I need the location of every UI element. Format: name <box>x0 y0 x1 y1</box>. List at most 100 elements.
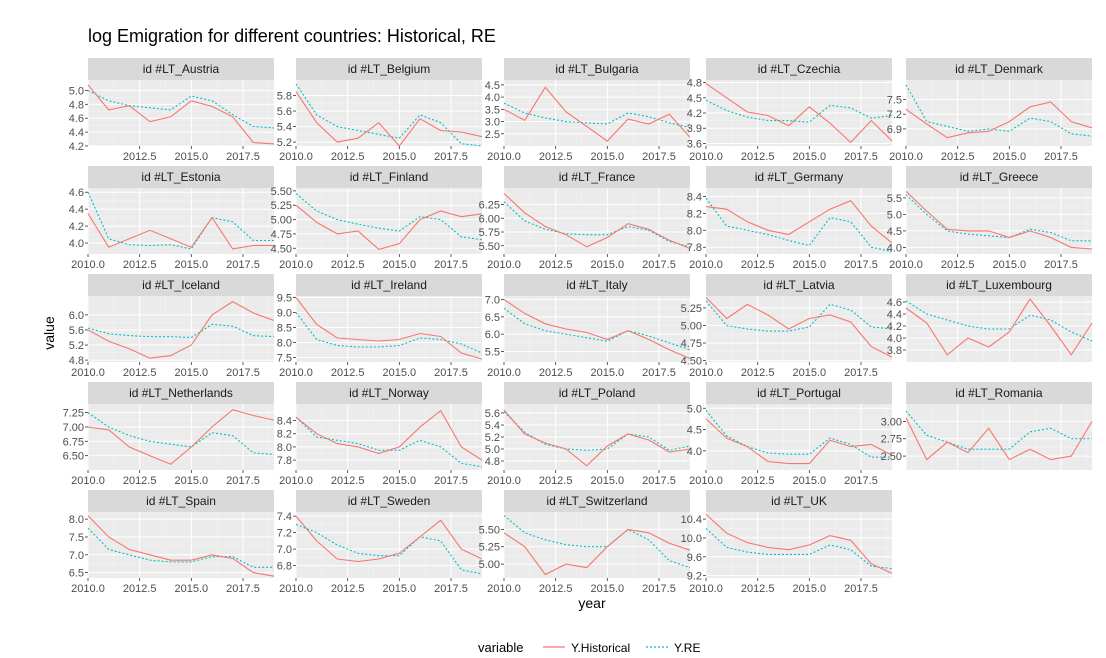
panel-austria: id #LT_Austria 4.2 4.4 4.6 4.8 5.0 2012.5 2015.… <box>69 58 275 163</box>
y-tick-label: 5.6 <box>277 106 292 118</box>
x-tick-label: 2012.5 <box>331 475 365 487</box>
y-tick-label: 7.0 <box>277 544 292 556</box>
x-tick-label: 2017.5 <box>226 259 260 271</box>
panel-background <box>88 80 274 146</box>
y-tick-label: 4.5 <box>485 80 500 92</box>
y-tick-label: 4.2 <box>687 108 702 120</box>
legend-label-re: Y.RE <box>674 641 700 655</box>
panel-background <box>504 512 690 578</box>
y-tick-label: 6.50 <box>63 451 84 463</box>
x-tick-label: 2015.0 <box>591 151 625 163</box>
x-tick-label: 2012.5 <box>539 367 573 379</box>
x-tick-label: 2012.5 <box>331 259 365 271</box>
strip-background <box>88 166 274 188</box>
strip-label: id #LT_Portugal <box>757 386 841 400</box>
y-tick-label: 8.0 <box>687 225 702 237</box>
strip-background <box>88 274 274 296</box>
panel-romania: id #LT_Romania 2.50 2.75 3.00 <box>881 382 1093 470</box>
panel-netherlands: id #LT_Netherlands 6.50 6.75 7.00 7.25 2010.0… <box>63 382 275 487</box>
x-tick-label: 2017.5 <box>226 367 260 379</box>
x-tick-label: 2010.0 <box>71 583 105 595</box>
strip-label: id #LT_Netherlands <box>129 386 233 400</box>
x-tick-label: 2012.5 <box>741 151 775 163</box>
x-tick-label: 2012.5 <box>539 475 573 487</box>
x-tick-label: 2017.5 <box>434 475 468 487</box>
series-line-historical <box>905 417 1093 461</box>
panel-finland: id #LT_Finland 4.50 4.75 5.00 5.25 5.50 2010.0… <box>271 166 483 271</box>
panel-italy: id #LT_Italy 5.5 6.0 6.5 7.0 2010.0 2012.5 2015… <box>485 274 691 379</box>
x-tick-label: 2012.5 <box>331 151 365 163</box>
x-tick-label: 2017.5 <box>434 367 468 379</box>
series-line-historical <box>503 299 691 360</box>
series-line-historical <box>87 84 275 145</box>
series-line-historical <box>87 301 275 359</box>
panel-luxembourg: id #LT_Luxembourg 3.84.04.24.44.6 <box>887 274 1093 362</box>
x-tick-label: 2010.0 <box>889 259 923 271</box>
x-tick-label: 2010.0 <box>279 367 313 379</box>
series-line-re <box>705 197 893 253</box>
series-line-re <box>295 523 483 575</box>
x-tick-label: 2012.5 <box>331 367 365 379</box>
y-tick-label: 6.5 <box>69 568 84 580</box>
x-tick-label: 2010.0 <box>487 367 521 379</box>
legend-label-historical: Y.Historical <box>571 641 630 655</box>
x-tick-label: 2010.0 <box>689 475 723 487</box>
strip-label: id #LT_Bulgaria <box>555 62 638 76</box>
series-line-re <box>905 194 1092 242</box>
y-tick-label: 5.25 <box>271 200 292 212</box>
strip-label: id #LT_Estonia <box>141 170 220 184</box>
y-tick-label: 4.0 <box>69 238 84 250</box>
x-tick-label: 2012.5 <box>539 151 573 163</box>
x-tick-label: 2015.0 <box>175 151 209 163</box>
series-line-historical <box>905 190 1093 250</box>
series-line-historical <box>705 297 893 358</box>
strip-label: id #LT_Sweden <box>348 494 431 508</box>
x-tick-label: 2017.5 <box>844 475 878 487</box>
y-tick-label: 7.25 <box>63 408 84 420</box>
panel-background <box>504 188 690 254</box>
panel-denmark: id #LT_Denmark 6.9 7.2 7.5 2010.0 2012.5 2015.… <box>887 58 1093 163</box>
series-line-re <box>295 193 483 241</box>
strip-background <box>296 490 482 512</box>
y-tick-label: 3.5 <box>485 104 500 116</box>
y-tick-label: 6.9 <box>887 124 902 136</box>
x-tick-label: 2015.0 <box>591 475 625 487</box>
x-tick-label: 2010.0 <box>279 259 313 271</box>
x-tick-label: 2015.0 <box>175 583 209 595</box>
y-tick-label: 8.4 <box>277 416 292 428</box>
y-tick-label: 3.6 <box>687 138 702 150</box>
chart-title: log Emigration for different countries: … <box>88 26 496 46</box>
y-tick-label: 5.00 <box>479 559 500 571</box>
y-tick-label: 5.0 <box>887 209 902 221</box>
strip-background <box>88 58 274 80</box>
strip-background <box>906 58 1092 80</box>
strip-label: id #LT_Germany <box>755 170 843 184</box>
y-tick-label: 4.4 <box>887 309 902 321</box>
panel-czechia: id #LT_Czechia 3.6 3.9 4.2 4.5 4.8 2010.0 2012.… <box>687 58 893 163</box>
panel-norway: id #LT_Norway 7.88.08.28.4 2010.0 2012.5 201… <box>277 382 483 487</box>
y-tick-label: 5.0 <box>69 85 84 97</box>
panel-background <box>504 80 690 146</box>
y-tick-label: 5.25 <box>681 303 702 315</box>
x-tick-label: 2015.0 <box>383 367 417 379</box>
strip-background <box>706 382 892 404</box>
y-tick-label: 8.2 <box>277 429 292 441</box>
x-tick-label: 2015.0 <box>793 475 827 487</box>
series-line-historical <box>503 528 691 576</box>
panel-background <box>706 512 892 578</box>
series-line-historical <box>295 297 483 360</box>
x-tick-label: 2012.5 <box>123 367 157 379</box>
y-tick-label: 4.8 <box>69 355 84 367</box>
x-tick-label: 2017.5 <box>844 259 878 271</box>
panel-background <box>296 512 482 578</box>
y-tick-label: 5.50 <box>479 241 500 253</box>
x-tick-label: 2010.0 <box>689 259 723 271</box>
series-line-historical <box>905 298 1093 356</box>
y-tick-label: 5.50 <box>271 186 292 198</box>
strip-label: id #LT_France <box>559 170 636 184</box>
x-tick-label: 2015.0 <box>383 475 417 487</box>
y-tick-label: 5.50 <box>479 524 500 536</box>
y-tick-label: 7.8 <box>277 455 292 467</box>
strip-label: id #LT_UK <box>771 494 827 508</box>
x-tick-label: 2017.5 <box>642 151 676 163</box>
